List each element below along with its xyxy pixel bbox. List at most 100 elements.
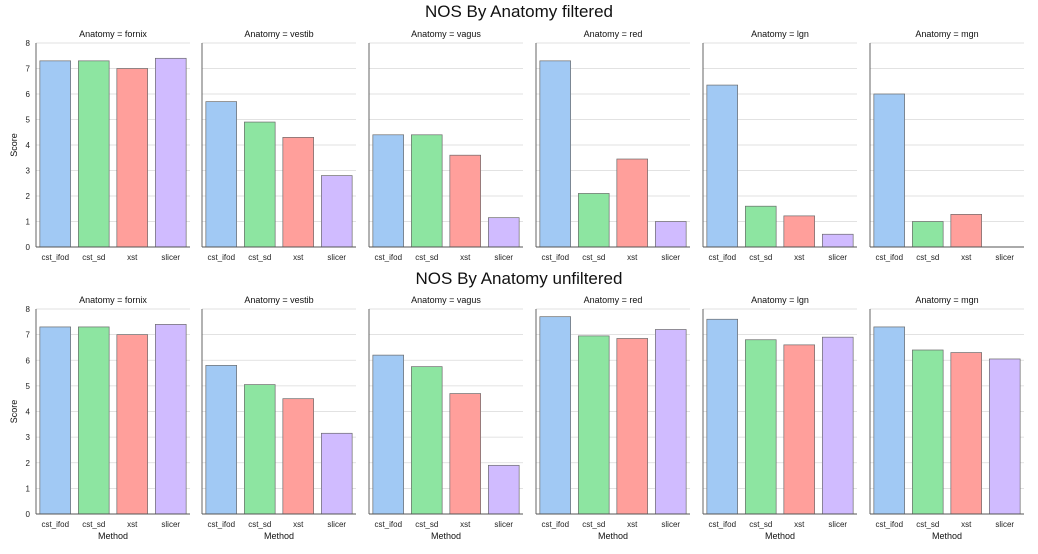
facet-title: Anatomy = vagus [411,29,481,39]
facet-panel: Anatomy = fornix cst_ifod cst_sd xst slicer 0… [26,29,190,262]
x-tick-label: cst_ifod [207,520,235,529]
bar-cst_sd [911,221,944,248]
bar-cst_ifod [539,316,571,515]
y-tick-label: 1 [26,218,31,227]
x-tick-label: cst_sd [82,520,105,529]
x-tick-label: slicer [828,253,847,262]
x-tick-label: cst_ifod [708,253,736,262]
y-tick-label: 8 [26,39,31,48]
y-tick-label: 3 [26,167,31,176]
facet-panel: Anatomy = red cst_ifod cst_sd xst slicer Meth… [535,295,690,541]
y-tick-label: 0 [26,510,31,519]
y-tick-label: 3 [26,433,31,442]
bar-xst [783,215,815,248]
x-tick-label: cst_sd [916,253,939,262]
y-axis-label: Score [9,133,19,157]
y-tick-label: 5 [26,116,31,125]
x-tick-label: cst_sd [248,253,271,262]
bar-cst_ifod [205,101,238,248]
x-tick-label: xst [794,520,805,529]
bar-slicer [488,464,520,515]
bar-cst_ifod [372,354,405,515]
x-tick-label: xst [961,520,972,529]
bar-cst_ifod [873,93,905,248]
bar-slicer [654,329,687,515]
x-tick-label: slicer [327,520,346,529]
bar-slicer [321,432,353,515]
facet-panel: Anatomy = red cst_ifod cst_sd xst slicer [535,29,690,262]
x-tick-label: xst [627,520,638,529]
y-tick-label: 7 [26,331,31,340]
x-tick-label: cst_sd [582,520,605,529]
bar-slicer [988,358,1021,515]
y-tick-label: 1 [26,484,31,493]
bar-xst [783,344,815,515]
bar-cst_sd [911,349,944,515]
x-tick-label: xst [293,520,304,529]
bar-cst_ifod [706,84,738,248]
x-axis-label: Method [264,531,294,541]
bar-cst_sd [244,121,276,248]
x-tick-label: cst_ifod [708,520,736,529]
bar-slicer [321,175,353,248]
bar-cst_sd [744,339,777,515]
facet-panel: Anatomy = lgn cst_ifod cst_sd xst slicer Meth… [702,295,857,541]
x-tick-label: cst_sd [916,520,939,529]
facet-panel: Anatomy = mgn cst_ifod cst_sd xst slicer Meth… [869,295,1024,541]
y-tick-label: 5 [26,382,31,391]
x-tick-label: slicer [661,253,680,262]
x-tick-label: xst [460,253,471,262]
x-tick-label: xst [293,253,304,262]
chart-title: NOS By Anatomy unfiltered [416,269,623,288]
x-tick-label: slicer [327,253,346,262]
bar-cst_ifod [372,134,405,248]
x-tick-label: cst_sd [582,253,605,262]
bar-cst_ifod [706,318,738,515]
x-tick-label: cst_ifod [374,520,402,529]
x-tick-label: cst_ifod [875,520,903,529]
x-tick-label: slicer [161,520,180,529]
bar-cst_ifod [205,365,238,515]
bar-xst [616,338,648,515]
facet-panel: Anatomy = vestib cst_ifod cst_sd xst slicer [201,29,356,262]
x-tick-label: cst_sd [749,520,772,529]
bar-xst [616,158,648,248]
facet-title: Anatomy = lgn [751,29,809,39]
bar-xst [282,137,315,248]
x-tick-label: cst_sd [82,253,105,262]
facet-title: Anatomy = red [584,29,643,39]
bar-cst_sd [577,335,610,515]
facet-panel: Anatomy = fornix cst_ifod cst_sd xst slicer 0… [26,295,190,541]
bar-slicer [821,233,854,248]
y-tick-label: 4 [26,141,31,150]
bar-xst [116,68,148,248]
x-tick-label: cst_sd [248,520,271,529]
x-tick-label: cst_ifod [541,520,569,529]
facet-panel: Anatomy = mgn cst_ifod cst_sd xst slicer [869,29,1024,262]
facet-title: Anatomy = red [584,295,643,305]
facet-panel: Anatomy = vagus cst_ifod cst_sd xst slicer [368,29,523,262]
chart-unfiltered: NOS By Anatomy unfiltered Anatomy = forni… [9,269,1024,541]
y-axis-label: Score [9,400,19,424]
bar-xst [116,334,148,515]
bar-cst_ifod [39,60,71,248]
facet-panel: Anatomy = lgn cst_ifod cst_sd xst slicer [702,29,857,262]
bar-xst [449,393,482,515]
x-tick-label: xst [127,520,138,529]
facet-title: Anatomy = vestib [244,29,313,39]
x-axis-label: Method [98,531,128,541]
facet-title: Anatomy = fornix [79,29,147,39]
x-tick-label: cst_ifod [41,253,69,262]
x-tick-label: xst [127,253,138,262]
x-axis-label: Method [765,531,795,541]
x-tick-label: cst_sd [415,253,438,262]
bar-slicer [155,57,187,248]
x-tick-label: cst_ifod [541,253,569,262]
x-tick-label: xst [961,253,972,262]
x-tick-label: slicer [494,520,513,529]
x-tick-label: slicer [995,253,1014,262]
facet-title: Anatomy = fornix [79,295,147,305]
x-tick-label: cst_ifod [207,253,235,262]
y-tick-label: 4 [26,408,31,417]
